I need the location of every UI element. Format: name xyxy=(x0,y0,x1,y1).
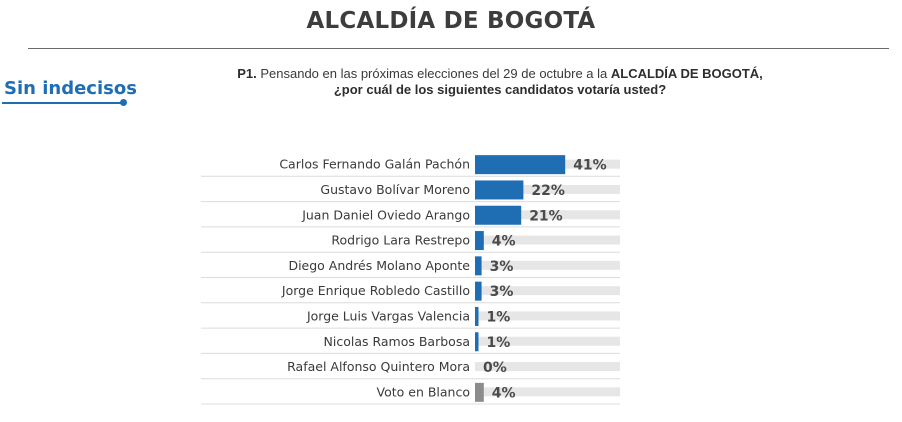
bar-track xyxy=(475,362,620,372)
bar xyxy=(475,306,479,326)
title-divider xyxy=(28,48,889,49)
bar xyxy=(475,180,524,200)
bar xyxy=(475,281,482,301)
question-text: Pensando en las próximas elecciones del … xyxy=(260,66,608,81)
bar-track xyxy=(475,286,620,296)
value-label: 3% xyxy=(490,284,514,300)
value-label: 1% xyxy=(487,335,511,351)
question: P1. Pensando en las próximas elecciones … xyxy=(140,66,860,98)
value-label: 22% xyxy=(531,183,565,199)
bar xyxy=(475,231,484,251)
bar xyxy=(475,256,482,276)
bar-track xyxy=(475,210,620,220)
bar-track xyxy=(475,336,620,346)
question-number: P1. xyxy=(237,66,257,81)
bar xyxy=(475,382,484,402)
page-title: ALCALDÍA DE BOGOTÁ xyxy=(306,8,596,34)
bar-track xyxy=(475,260,620,270)
value-label: 1% xyxy=(487,309,511,325)
category-label: Rafael Alfonso Quintero Mora xyxy=(287,359,470,374)
bar xyxy=(475,155,566,175)
value-label: 21% xyxy=(529,208,563,224)
bar-track xyxy=(475,387,620,397)
value-label: 3% xyxy=(490,259,514,275)
category-label: Jorge Enrique Robledo Castillo xyxy=(281,283,470,298)
value-label: 0% xyxy=(483,360,507,376)
bar-track xyxy=(475,235,620,245)
category-label: Rodrigo Lara Restrepo xyxy=(331,233,470,248)
question-bold: ALCALDÍA DE BOGOTÁ, xyxy=(610,66,763,81)
bar-track xyxy=(475,184,620,194)
value-label: 4% xyxy=(492,234,516,250)
tag-dot xyxy=(120,99,127,106)
category-label: Nicolas Ramos Barbosa xyxy=(324,334,470,349)
value-label: 4% xyxy=(492,385,516,401)
question-line2: ¿por cuál de los siguientes candidatos v… xyxy=(333,82,667,97)
category-label: Jorge Luis Vargas Valencia xyxy=(306,308,470,323)
category-label: Voto en Blanco xyxy=(377,384,471,399)
value-label: 41% xyxy=(573,158,607,174)
sin-indecisos-tag: Sin indecisos xyxy=(4,78,137,99)
bar-track xyxy=(475,311,620,321)
bar xyxy=(475,332,479,352)
category-label: Diego Andrés Molano Aponte xyxy=(288,258,470,273)
bar xyxy=(475,205,522,225)
category-label: Carlos Fernando Galán Pachón xyxy=(279,157,470,172)
tag-underline xyxy=(2,102,123,104)
category-label: Juan Daniel Oviedo Arango xyxy=(301,207,470,222)
category-label: Gustavo Bolívar Moreno xyxy=(320,182,470,197)
